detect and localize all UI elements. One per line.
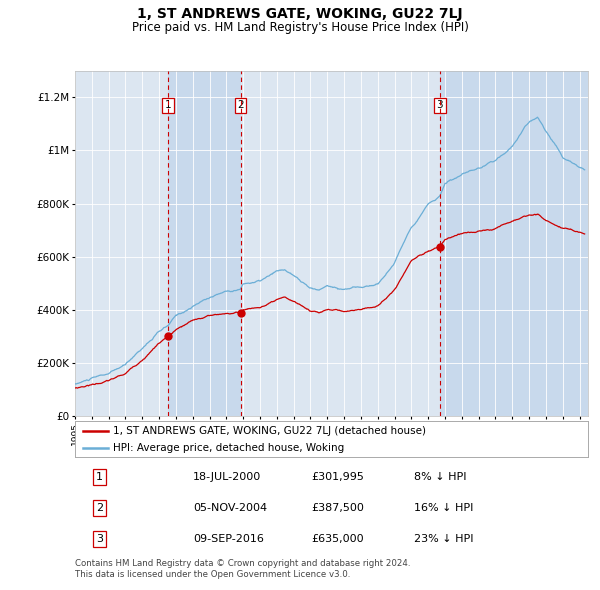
Text: 23% ↓ HPI: 23% ↓ HPI (413, 534, 473, 544)
Bar (241, 71, 440, 416)
Text: 2: 2 (237, 100, 244, 110)
Text: 2: 2 (96, 503, 103, 513)
Text: HPI: Average price, detached house, Woking: HPI: Average price, detached house, Woki… (113, 443, 345, 453)
Text: Contains HM Land Registry data © Crown copyright and database right 2024.: Contains HM Land Registry data © Crown c… (75, 559, 410, 568)
Text: 3: 3 (96, 534, 103, 544)
Text: 09-SEP-2016: 09-SEP-2016 (193, 534, 264, 544)
Text: 18-JUL-2000: 18-JUL-2000 (193, 471, 261, 481)
Text: This data is licensed under the Open Government Licence v3.0.: This data is licensed under the Open Gov… (75, 570, 350, 579)
Text: £387,500: £387,500 (311, 503, 364, 513)
Text: 1: 1 (165, 100, 172, 110)
Text: Price paid vs. HM Land Registry's House Price Index (HPI): Price paid vs. HM Land Registry's House … (131, 21, 469, 34)
Text: 1, ST ANDREWS GATE, WOKING, GU22 7LJ (detached house): 1, ST ANDREWS GATE, WOKING, GU22 7LJ (de… (113, 426, 427, 436)
Bar (440, 71, 588, 416)
Text: 05-NOV-2004: 05-NOV-2004 (193, 503, 267, 513)
Text: £635,000: £635,000 (311, 534, 364, 544)
Text: 3: 3 (437, 100, 443, 110)
Bar (75, 71, 168, 416)
Text: 16% ↓ HPI: 16% ↓ HPI (413, 503, 473, 513)
Text: 1, ST ANDREWS GATE, WOKING, GU22 7LJ: 1, ST ANDREWS GATE, WOKING, GU22 7LJ (137, 7, 463, 21)
Text: £301,995: £301,995 (311, 471, 364, 481)
Bar (168, 71, 241, 416)
Text: 8% ↓ HPI: 8% ↓ HPI (413, 471, 466, 481)
Text: 1: 1 (96, 471, 103, 481)
